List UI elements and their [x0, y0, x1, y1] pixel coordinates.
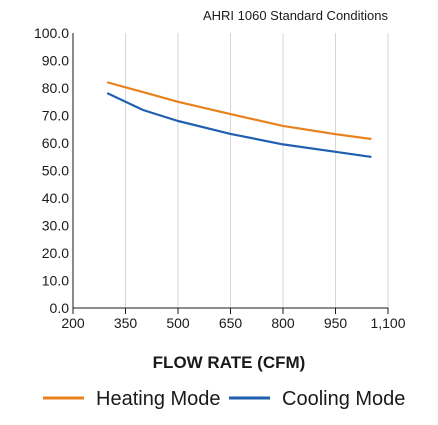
legend: Heating Mode Cooling Mode [43, 388, 405, 410]
x-tick-label: 200 [61, 315, 85, 331]
series-group [106, 81, 372, 158]
y-tick-label: 50.0 [42, 163, 69, 179]
x-axis-label: FLOW RATE (CFM) [153, 353, 306, 372]
y-tick-label: 90.0 [42, 53, 69, 69]
axes [72, 33, 389, 314]
x-tick-label: 950 [324, 315, 348, 331]
y-tick-label: 30.0 [42, 218, 69, 234]
x-tick-label: 1,100 [370, 315, 405, 331]
y-tick-label: 100.0 [34, 25, 69, 41]
y-tick-label: 20.0 [42, 245, 69, 261]
legend-label-cooling-mode: Cooling Mode [282, 388, 405, 410]
x-tick-label: 650 [219, 315, 243, 331]
y-tick-label: 10.0 [42, 273, 69, 289]
x-tick-label: 500 [166, 315, 190, 331]
series-line-cooling-mode [106, 92, 372, 158]
series-line-heating-mode [106, 81, 372, 140]
legend-label-heating-mode: Heating Mode [96, 388, 221, 410]
chart-subtitle: AHRI 1060 Standard Conditions [203, 8, 389, 23]
x-tick-label: 800 [271, 315, 295, 331]
y-tick-label: 0.0 [50, 300, 70, 316]
y-tick-label: 80.0 [42, 80, 69, 96]
y-tick-label: 60.0 [42, 135, 69, 151]
grid [125, 33, 389, 308]
y-tick-label: 40.0 [42, 190, 69, 206]
x-tick-labels: 200 350 500 650 800 950 1,100 [61, 315, 405, 331]
x-tick-label: 350 [114, 315, 138, 331]
y-tick-label: 70.0 [42, 108, 69, 124]
y-tick-labels: 0.0 10.0 20.0 30.0 40.0 50.0 60.0 70.0 80.0 90.0 1… [34, 25, 69, 316]
